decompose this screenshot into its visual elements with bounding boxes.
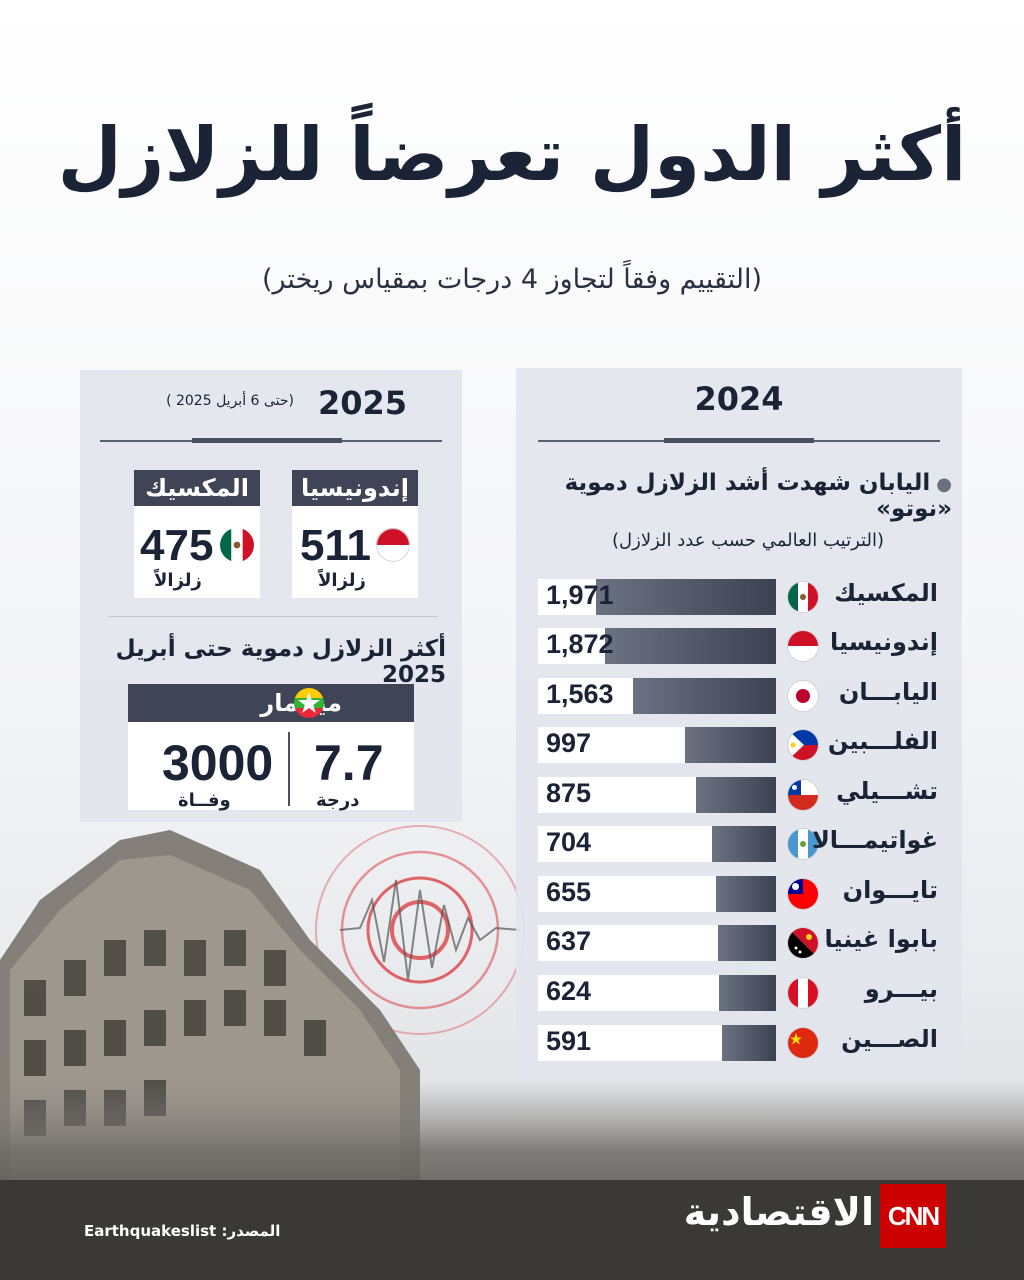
philippines-flag-icon xyxy=(788,730,818,760)
bar-china xyxy=(722,1025,776,1061)
bar-taiwan xyxy=(716,876,776,912)
value-label-philippines: 997 xyxy=(546,728,592,758)
card-indonesia-title: إندونيسيا xyxy=(292,470,418,506)
bar-guatemala xyxy=(712,826,776,862)
myanmar-flag-icon xyxy=(294,688,324,718)
bar-track xyxy=(538,777,776,813)
taiwan-flag-icon xyxy=(788,879,818,909)
bar-papua-new-guinea xyxy=(718,925,776,961)
divider-2025-mid xyxy=(108,616,438,617)
source-note: المصدر: Earthquakeslist xyxy=(84,1222,281,1240)
value-label-guatemala: 704 xyxy=(546,827,592,857)
card-mexico: المكسيك 475 زلزالاً xyxy=(134,470,260,598)
value-label-indonesia: 1,872 xyxy=(546,629,614,659)
peru-flag-icon xyxy=(788,978,818,1008)
bar-track xyxy=(538,628,776,664)
bar-row-papua-new-guinea: 637 بابوا غينيا xyxy=(538,925,948,961)
country-label-taiwan: تايـــوان xyxy=(842,876,938,904)
card-mexico-unit: زلزالاً xyxy=(154,570,202,591)
ranking-note: (الترتيب العالمي حسب عدد الزلازل) xyxy=(612,530,884,551)
bar-peru xyxy=(719,975,776,1011)
deaths-value: 3000 xyxy=(162,735,274,791)
bar-row-chile: 875 تشـــيلي xyxy=(538,777,948,813)
country-label-japan: اليابـــان xyxy=(838,678,938,706)
japan-flag-icon xyxy=(788,681,818,711)
card-indonesia-unit: زلزالاً xyxy=(318,570,366,591)
bar-row-indonesia: 1,872 إندونيسيا xyxy=(538,628,948,664)
divider-2024-accent xyxy=(664,438,814,443)
country-label-guatemala: غواتيمـــالا xyxy=(811,826,938,854)
stat-divider xyxy=(288,732,290,806)
cnn-logo: CNN xyxy=(880,1184,946,1248)
china-flag-icon xyxy=(788,1028,818,1058)
country-label-mexico: المكسيك xyxy=(834,579,938,607)
guatemala-flag-icon xyxy=(788,829,818,859)
bar-row-china: 591 الصـــين xyxy=(538,1025,948,1061)
bar-track xyxy=(538,876,776,912)
japan-note: ●اليابان شهدت أشد الزلازل دموية «نوتو» xyxy=(520,470,952,522)
page-title: أكثر الدول تعرضاً للزلازل xyxy=(57,112,967,198)
bar-track xyxy=(538,579,776,615)
country-label-peru: بيـــرو xyxy=(864,975,938,1003)
divider-2025-accent xyxy=(192,438,342,443)
bar-row-taiwan: 655 تايـــوان xyxy=(538,876,948,912)
country-label-papua-new-guinea: بابوا غينيا xyxy=(824,925,938,953)
bullet-icon: ● xyxy=(936,474,952,495)
bar-indonesia xyxy=(605,628,776,664)
papua-new-guinea-flag-icon xyxy=(788,928,818,958)
japan-note-text: اليابان شهدت أشد الزلازل دموية «نوتو» xyxy=(564,470,952,522)
brand-name: الاقتصادية xyxy=(683,1190,874,1234)
country-label-philippines: الفلـــبين xyxy=(827,727,938,755)
page-subtitle: (التقييم وفقاً لتجاوز 4 درجات بمقياس ريخ… xyxy=(261,264,763,295)
chile-flag-icon xyxy=(788,780,818,810)
mexico-flag-icon xyxy=(220,528,254,562)
value-label-mexico: 1,971 xyxy=(546,580,614,610)
bar-track xyxy=(538,826,776,862)
value-label-peru: 624 xyxy=(546,976,592,1006)
magnitude-value: 7.7 xyxy=(314,735,384,791)
value-label-taiwan: 655 xyxy=(546,877,592,907)
value-label-chile: 875 xyxy=(546,778,592,808)
bar-row-guatemala: 704 غواتيمـــالا xyxy=(538,826,948,862)
indonesia-flag-icon xyxy=(788,631,818,661)
bar-philippines xyxy=(685,727,776,763)
bar-chile xyxy=(696,777,776,813)
country-label-china: الصـــين xyxy=(841,1025,938,1053)
bar-track xyxy=(538,727,776,763)
bar-track xyxy=(538,678,776,714)
bar-row-japan: 1,563 اليابـــان xyxy=(538,678,948,714)
deaths-unit: وفــاة xyxy=(178,790,231,811)
value-label-china: 591 xyxy=(546,1026,592,1056)
bar-track xyxy=(538,975,776,1011)
bar-track xyxy=(538,1025,776,1061)
myanmar-card-header: ميانمار xyxy=(128,684,414,722)
magnitude-unit: درجة xyxy=(316,790,360,811)
year-2024-heading: 2024 xyxy=(694,380,784,418)
card-indonesia: إندونيسيا 511 زلزالاً xyxy=(292,470,418,598)
myanmar-card: ميانمار xyxy=(128,684,414,810)
value-label-japan: 1,563 xyxy=(546,679,614,709)
value-label-papua-new-guinea: 637 xyxy=(546,926,592,956)
bar-japan xyxy=(633,678,776,714)
panel-2024 xyxy=(516,368,962,1080)
bar-mexico xyxy=(596,579,776,615)
country-label-indonesia: إندونيسيا xyxy=(829,628,938,656)
deadliest-quake-title: أكثر الزلازل دموية حتى أبريل 2025 xyxy=(115,636,446,688)
card-mexico-title: المكسيك xyxy=(134,470,260,506)
mexico-flag-icon xyxy=(788,582,818,612)
year-2025-note: (حتى 6 أبريل 2025 ) xyxy=(166,393,294,409)
bar-row-mexico: 1,971 المكسيك xyxy=(538,579,948,615)
card-indonesia-value: 511 xyxy=(300,521,371,570)
bar-row-peru: 624 بيـــرو xyxy=(538,975,948,1011)
seismograph-wave xyxy=(339,879,521,981)
card-mexico-value: 475 xyxy=(140,521,214,570)
indonesia-flag-icon xyxy=(376,528,410,562)
bar-track xyxy=(538,925,776,961)
country-label-chile: تشـــيلي xyxy=(836,777,938,805)
bar-row-philippines: 997 الفلـــبين xyxy=(538,727,948,763)
year-2025-heading: 2025 xyxy=(318,384,408,422)
